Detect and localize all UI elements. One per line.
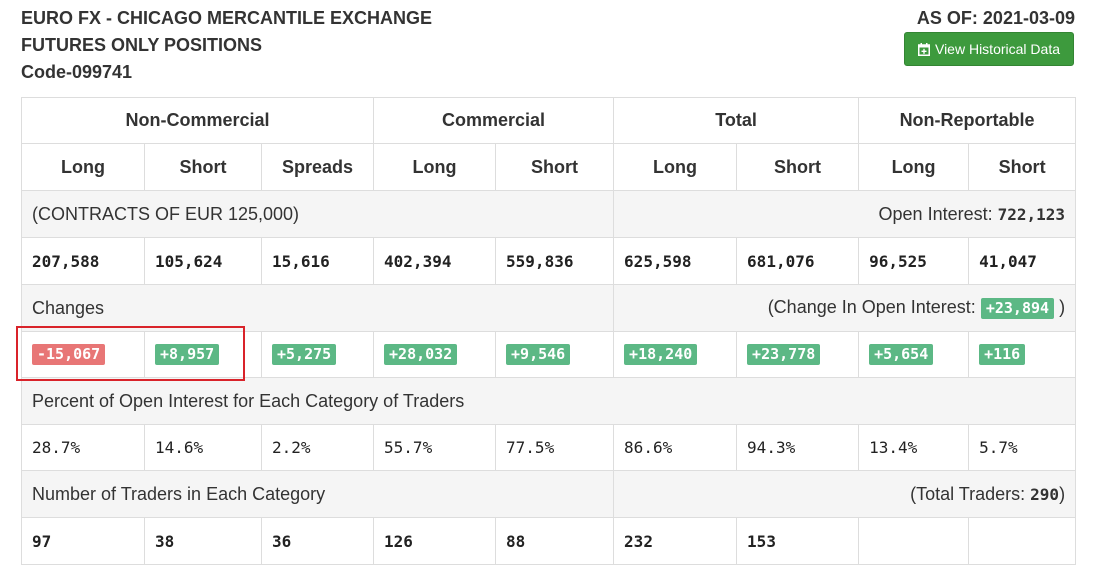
percent-label: Percent of Open Interest for Each Catego… — [20, 377, 1077, 425]
total-traders-close: ) — [1059, 483, 1066, 504]
title-line-3: Code-099741 — [21, 62, 133, 82]
change-badge: +23,778 — [747, 344, 821, 365]
table-cell: 126 — [373, 517, 497, 565]
col-nr-long: Long — [858, 143, 970, 191]
col-nc-short: Short — [144, 143, 262, 191]
col-nr-short: Short — [968, 143, 1077, 191]
changes-section-row: Changes (Change In Open Interest: +23,89… — [20, 284, 1077, 332]
title-line-2: FUTURES ONLY POSITIONS — [21, 35, 263, 55]
table-cell — [858, 517, 970, 565]
table-cell: 15,616 — [260, 237, 375, 285]
change-open-interest-label: (Change In Open Interest: — [767, 297, 976, 317]
total-traders-label: (Total Traders: — [910, 483, 1026, 504]
traders-values-row: 97 38 36 126 88 232 153 — [21, 517, 1077, 565]
open-interest-value: 722,123 — [997, 204, 1066, 224]
table-cell: 625,598 — [613, 237, 738, 285]
change-badge: +116 — [979, 344, 1026, 365]
change-open-interest-close: ) — [1059, 297, 1066, 317]
table-cell: -15,067 — [21, 331, 145, 378]
change-badge: -15,067 — [32, 344, 106, 365]
percent-values-row: 28.7% 14.6% 2.2% 55.7% 77.5% 86.6% 94.3%… — [21, 424, 1077, 471]
col-c-short: Short — [495, 143, 615, 191]
table-cell: +18,240 — [613, 331, 738, 378]
col-nc-long: Long — [21, 143, 145, 191]
table-cell: 14.6% — [144, 424, 262, 471]
change-badge: +5,275 — [272, 344, 337, 365]
table-cell: 38 — [144, 517, 262, 565]
table-cell: +116 — [968, 331, 1077, 378]
total-traders-cell: (Total Traders: 290) — [613, 470, 1077, 518]
table-cell — [968, 517, 1077, 565]
view-historical-data-label: View Historical Data — [934, 41, 1060, 57]
open-interest-label: Open Interest: — [878, 203, 993, 224]
cot-positions-table: Non-Commercial Commercial Total Non-Repo… — [20, 97, 1077, 565]
table-cell: 96,525 — [858, 237, 970, 285]
change-badge: +5,654 — [869, 344, 934, 365]
change-open-interest-badge: +23,894 — [980, 298, 1055, 319]
contracts-label: (CONTRACTS OF EUR 125,000) — [20, 190, 615, 238]
col-nc-spreads: Spreads — [260, 143, 375, 191]
calendar-plus-icon — [917, 42, 930, 56]
open-interest-cell: Open Interest: 722,123 — [613, 190, 1077, 238]
contracts-values-row: 207,588 105,624 15,616 402,394 559,836 6… — [21, 237, 1077, 285]
table-cell: +9,546 — [495, 331, 615, 378]
table-cell: 77.5% — [495, 424, 615, 471]
change-open-interest-cell: (Change In Open Interest: +23,894 ) — [613, 284, 1077, 332]
as-of-date: AS OF: 2021-03-09 — [916, 8, 1075, 28]
table-cell: 5.7% — [968, 424, 1077, 471]
table-cell: 94.3% — [736, 424, 860, 471]
col-t-short: Short — [736, 143, 860, 191]
table-cell: 207,588 — [21, 237, 145, 285]
table-cell: 97 — [21, 517, 145, 565]
table-cell: 13.4% — [858, 424, 970, 471]
percent-section-row: Percent of Open Interest for Each Catego… — [20, 377, 1077, 425]
table-cell: +8,957 — [144, 331, 262, 378]
changes-label: Changes — [20, 284, 615, 332]
change-badge: +28,032 — [384, 344, 458, 365]
table-cell: 105,624 — [144, 237, 262, 285]
title-line-1: EURO FX - CHICAGO MERCANTILE EXCHANGE — [21, 8, 433, 28]
group-non-reportable: Non-Reportable — [858, 97, 1077, 144]
group-total: Total — [613, 97, 860, 144]
group-non-commercial: Non-Commercial — [20, 97, 375, 144]
table-cell: +28,032 — [373, 331, 497, 378]
col-t-long: Long — [613, 143, 738, 191]
change-badge: +9,546 — [506, 344, 571, 365]
table-cell: 28.7% — [21, 424, 145, 471]
change-badge: +18,240 — [624, 344, 698, 365]
table-cell: 88 — [495, 517, 615, 565]
contracts-section-row: (CONTRACTS OF EUR 125,000) Open Interest… — [20, 190, 1077, 238]
view-historical-data-button[interactable]: View Historical Data — [904, 32, 1074, 66]
table-cell: 559,836 — [495, 237, 615, 285]
table-cell: 36 — [260, 517, 375, 565]
table-cell: 55.7% — [373, 424, 497, 471]
traders-section-row: Number of Traders in Each Category (Tota… — [20, 470, 1077, 518]
col-c-long: Long — [373, 143, 497, 191]
report-title: EURO FX - CHICAGO MERCANTILE EXCHANGE FU… — [21, 5, 432, 86]
changes-values-row: -15,067 +8,957 +5,275 +28,032 +9,546 +18… — [21, 331, 1077, 378]
table-cell: 232 — [613, 517, 738, 565]
traders-label: Number of Traders in Each Category — [20, 470, 615, 518]
table-cell: 2.2% — [260, 424, 375, 471]
total-traders-value: 290 — [1030, 484, 1060, 504]
table-cell: 41,047 — [968, 237, 1077, 285]
table-cell: 86.6% — [613, 424, 738, 471]
column-header-row: Long Short Spreads Long Short Long Short… — [21, 143, 1077, 191]
table-cell: +5,654 — [858, 331, 970, 378]
change-badge: +8,957 — [155, 344, 220, 365]
table-cell: 681,076 — [736, 237, 860, 285]
table-cell: +5,275 — [260, 331, 375, 378]
table-cell: +23,778 — [736, 331, 860, 378]
table-cell: 153 — [736, 517, 860, 565]
table-cell: 402,394 — [373, 237, 497, 285]
group-header-row: Non-Commercial Commercial Total Non-Repo… — [20, 97, 1077, 144]
group-commercial: Commercial — [373, 97, 615, 144]
